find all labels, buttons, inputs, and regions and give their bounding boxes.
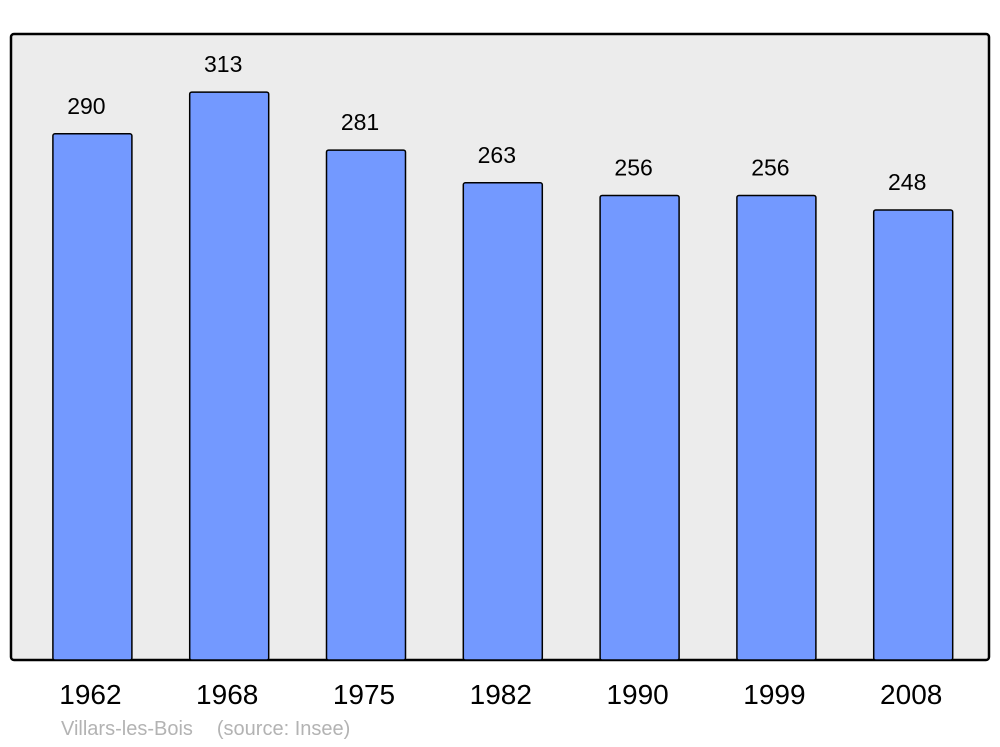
bar-1999 <box>736 194 817 661</box>
data-label-1968: 313 <box>204 51 242 77</box>
bar-1982 <box>462 182 544 661</box>
x-tick-label-1999: 1999 <box>743 679 805 710</box>
data-label-1975: 281 <box>341 109 379 135</box>
data-label-1999: 256 <box>751 154 789 180</box>
footer-place: Villars-les-Bois <box>61 718 193 740</box>
bar-1962 <box>52 133 133 661</box>
x-tick-label-1990: 1990 <box>606 679 668 710</box>
bar-1968 <box>188 91 270 661</box>
x-tick-label-1962: 1962 <box>59 679 121 710</box>
data-label-1962: 290 <box>67 93 105 119</box>
footer: Villars-les-Bois (source: Insee) <box>61 718 374 741</box>
x-tick-label-2008: 2008 <box>880 679 942 710</box>
data-label-1982: 263 <box>478 142 516 168</box>
bar-1990 <box>599 194 680 661</box>
bar-2008 <box>872 209 954 661</box>
footer-source: (source: Insee) <box>216 718 351 740</box>
x-tick-label-1982: 1982 <box>470 679 532 710</box>
x-tick-label-1975: 1975 <box>333 679 395 710</box>
bar-1975 <box>325 149 407 661</box>
data-label-2008: 248 <box>888 169 926 195</box>
x-tick-label-1968: 1968 <box>196 679 258 710</box>
data-label-1990: 256 <box>614 154 652 180</box>
